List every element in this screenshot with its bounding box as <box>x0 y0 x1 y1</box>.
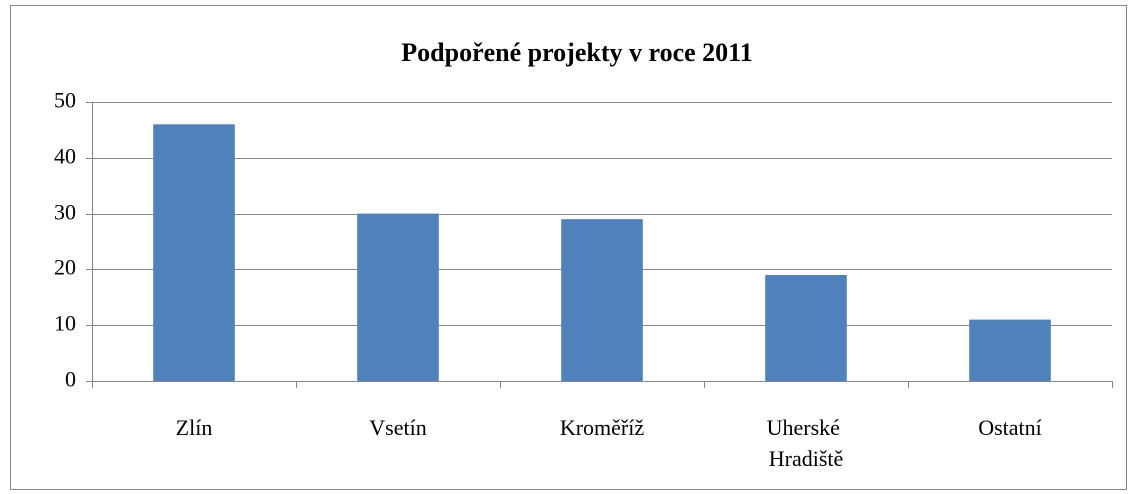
y-tick-label: 40 <box>54 144 76 169</box>
bar <box>153 124 235 381</box>
y-tick-label: 30 <box>54 200 76 225</box>
x-tick-label: Zlín <box>176 415 213 440</box>
bar <box>765 274 847 381</box>
bar <box>561 219 643 381</box>
chart-title: Podpořené projekty v roce 2011 <box>401 38 752 67</box>
y-tick-label: 10 <box>54 311 76 336</box>
x-tick-label: Uherské Hradiště <box>767 415 846 471</box>
y-tick-label: 0 <box>65 367 76 392</box>
x-tick-label: Ostatní <box>978 415 1042 440</box>
bar <box>357 213 439 381</box>
y-tick-label: 50 <box>54 88 76 113</box>
bar <box>969 319 1051 381</box>
y-tick-label: 20 <box>54 255 76 280</box>
x-tick-label: Kroměříž <box>560 415 645 440</box>
x-tick-label: Vsetín <box>369 415 426 440</box>
